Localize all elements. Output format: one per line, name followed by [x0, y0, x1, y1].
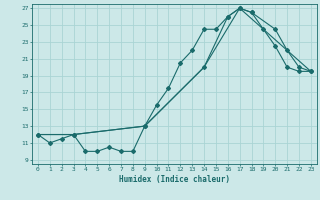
X-axis label: Humidex (Indice chaleur): Humidex (Indice chaleur) [119, 175, 230, 184]
